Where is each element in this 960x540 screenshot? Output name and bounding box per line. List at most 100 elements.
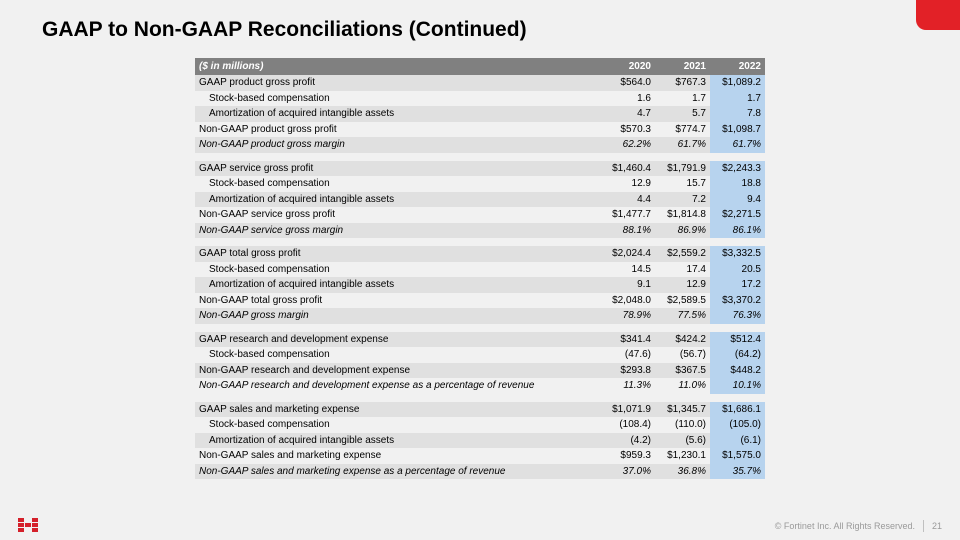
row-value: $341.4 bbox=[600, 332, 655, 348]
row-value: 17.4 bbox=[655, 262, 710, 278]
spacer-row bbox=[195, 238, 765, 246]
table-row: GAAP total gross profit$2,024.4$2,559.2$… bbox=[195, 246, 765, 262]
row-value: (4.2) bbox=[600, 433, 655, 449]
row-value: $564.0 bbox=[600, 75, 655, 91]
row-value: $1,477.7 bbox=[600, 207, 655, 223]
row-label: Stock-based compensation bbox=[195, 262, 600, 278]
row-label: Stock-based compensation bbox=[195, 176, 600, 192]
row-value: 15.7 bbox=[655, 176, 710, 192]
table-row: GAAP sales and marketing expense$1,071.9… bbox=[195, 402, 765, 418]
row-label: Non-GAAP sales and marketing expense as … bbox=[195, 464, 600, 480]
row-value: (47.6) bbox=[600, 347, 655, 363]
fortinet-logo-icon bbox=[18, 518, 38, 532]
row-value: 11.3% bbox=[600, 378, 655, 394]
row-label: Non-GAAP product gross margin bbox=[195, 137, 600, 153]
row-value: $1,460.4 bbox=[600, 161, 655, 177]
row-label: Non-GAAP gross margin bbox=[195, 308, 600, 324]
row-label: Stock-based compensation bbox=[195, 347, 600, 363]
table-row: Amortization of acquired intangible asse… bbox=[195, 277, 765, 293]
spacer-row bbox=[195, 324, 765, 332]
row-label: Non-GAAP research and development expens… bbox=[195, 378, 600, 394]
footer-page-number: 21 bbox=[932, 521, 942, 531]
row-value: $1,814.8 bbox=[655, 207, 710, 223]
row-label: Non-GAAP product gross profit bbox=[195, 122, 600, 138]
table-row: Non-GAAP research and development expens… bbox=[195, 363, 765, 379]
row-label: GAAP total gross profit bbox=[195, 246, 600, 262]
row-value: $1,575.0 bbox=[710, 448, 765, 464]
table-row: GAAP service gross profit$1,460.4$1,791.… bbox=[195, 161, 765, 177]
row-value: $1,686.1 bbox=[710, 402, 765, 418]
row-value: $1,791.9 bbox=[655, 161, 710, 177]
row-value: $3,332.5 bbox=[710, 246, 765, 262]
footer-copyright: © Fortinet Inc. All Rights Reserved. bbox=[775, 521, 915, 531]
row-label: Non-GAAP sales and marketing expense bbox=[195, 448, 600, 464]
row-label: Amortization of acquired intangible asse… bbox=[195, 106, 600, 122]
row-value: $1,230.1 bbox=[655, 448, 710, 464]
row-value: 36.8% bbox=[655, 464, 710, 480]
table-row: GAAP product gross profit$564.0$767.3$1,… bbox=[195, 75, 765, 91]
table-row: Non-GAAP service gross profit$1,477.7$1,… bbox=[195, 207, 765, 223]
row-value: 18.8 bbox=[710, 176, 765, 192]
reconciliation-table-container: ($ in millions) 2020 2021 2022 GAAP prod… bbox=[195, 58, 765, 479]
row-value: 78.9% bbox=[600, 308, 655, 324]
row-value: 11.0% bbox=[655, 378, 710, 394]
row-label: GAAP service gross profit bbox=[195, 161, 600, 177]
row-value: 88.1% bbox=[600, 223, 655, 239]
table-row: Stock-based compensation(108.4)(110.0)(1… bbox=[195, 417, 765, 433]
row-label: Non-GAAP total gross profit bbox=[195, 293, 600, 309]
table-row: Amortization of acquired intangible asse… bbox=[195, 106, 765, 122]
row-value: 9.4 bbox=[710, 192, 765, 208]
row-value: $959.3 bbox=[600, 448, 655, 464]
row-value: 4.7 bbox=[600, 106, 655, 122]
table-row: Non-GAAP service gross margin88.1%86.9%8… bbox=[195, 223, 765, 239]
row-value: (105.0) bbox=[710, 417, 765, 433]
row-value: 12.9 bbox=[600, 176, 655, 192]
table-row: Non-GAAP sales and marketing expense as … bbox=[195, 464, 765, 480]
row-value: 10.1% bbox=[710, 378, 765, 394]
row-value: $1,071.9 bbox=[600, 402, 655, 418]
row-value: $293.8 bbox=[600, 363, 655, 379]
row-label: Amortization of acquired intangible asse… bbox=[195, 433, 600, 449]
row-label: Amortization of acquired intangible asse… bbox=[195, 277, 600, 293]
row-value: 62.2% bbox=[600, 137, 655, 153]
row-label: GAAP product gross profit bbox=[195, 75, 600, 91]
reconciliation-table: ($ in millions) 2020 2021 2022 GAAP prod… bbox=[195, 58, 765, 479]
row-value: 14.5 bbox=[600, 262, 655, 278]
row-label: Non-GAAP service gross profit bbox=[195, 207, 600, 223]
table-row: Non-GAAP research and development expens… bbox=[195, 378, 765, 394]
row-value: $570.3 bbox=[600, 122, 655, 138]
row-value: $2,271.5 bbox=[710, 207, 765, 223]
row-label: Stock-based compensation bbox=[195, 417, 600, 433]
row-value: $3,370.2 bbox=[710, 293, 765, 309]
row-value: (6.1) bbox=[710, 433, 765, 449]
footer-separator bbox=[923, 520, 924, 532]
row-value: 12.9 bbox=[655, 277, 710, 293]
row-value: 4.4 bbox=[600, 192, 655, 208]
row-value: $512.4 bbox=[710, 332, 765, 348]
table-row: Amortization of acquired intangible asse… bbox=[195, 192, 765, 208]
row-value: $767.3 bbox=[655, 75, 710, 91]
table-row: Non-GAAP product gross margin62.2%61.7%6… bbox=[195, 137, 765, 153]
row-value: $1,089.2 bbox=[710, 75, 765, 91]
table-header-col-1: 2021 bbox=[655, 58, 710, 75]
row-value: 5.7 bbox=[655, 106, 710, 122]
table-row: Non-GAAP gross margin78.9%77.5%76.3% bbox=[195, 308, 765, 324]
table-row: Amortization of acquired intangible asse… bbox=[195, 433, 765, 449]
row-value: 86.9% bbox=[655, 223, 710, 239]
row-value: 77.5% bbox=[655, 308, 710, 324]
row-value: 9.1 bbox=[600, 277, 655, 293]
row-value: $448.2 bbox=[710, 363, 765, 379]
spacer-row bbox=[195, 153, 765, 161]
row-value: 7.8 bbox=[710, 106, 765, 122]
footer: © Fortinet Inc. All Rights Reserved. 21 bbox=[775, 520, 942, 532]
row-value: 17.2 bbox=[710, 277, 765, 293]
table-row: Non-GAAP sales and marketing expense$959… bbox=[195, 448, 765, 464]
row-value: $367.5 bbox=[655, 363, 710, 379]
brand-corner-tab bbox=[916, 0, 960, 30]
row-value: (110.0) bbox=[655, 417, 710, 433]
row-value: 1.7 bbox=[710, 91, 765, 107]
table-header-col-0: 2020 bbox=[600, 58, 655, 75]
table-row: Non-GAAP total gross profit$2,048.0$2,58… bbox=[195, 293, 765, 309]
row-label: GAAP sales and marketing expense bbox=[195, 402, 600, 418]
row-value: $2,589.5 bbox=[655, 293, 710, 309]
